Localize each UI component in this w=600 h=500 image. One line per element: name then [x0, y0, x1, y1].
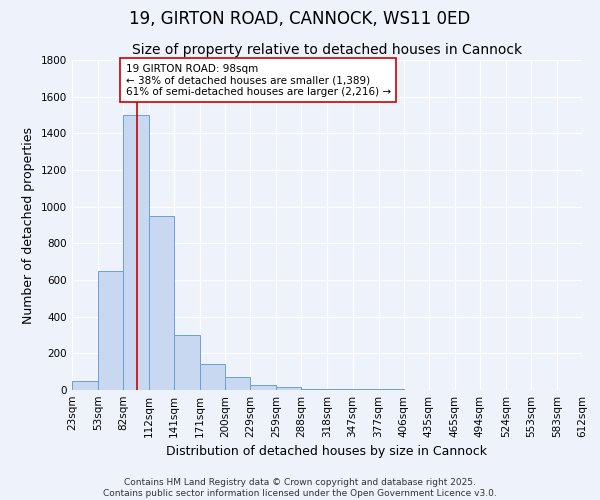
Title: Size of property relative to detached houses in Cannock: Size of property relative to detached ho…	[132, 44, 522, 58]
Bar	[200, 364, 225, 390]
Bar	[98, 271, 123, 390]
Bar	[277, 387, 301, 390]
Bar	[353, 389, 379, 390]
Bar	[174, 335, 200, 390]
Bar	[123, 115, 149, 390]
Bar	[328, 389, 353, 390]
Bar	[379, 389, 404, 390]
Text: 19, GIRTON ROAD, CANNOCK, WS11 0ED: 19, GIRTON ROAD, CANNOCK, WS11 0ED	[130, 10, 470, 28]
Text: Contains HM Land Registry data © Crown copyright and database right 2025.
Contai: Contains HM Land Registry data © Crown c…	[103, 478, 497, 498]
Bar	[149, 216, 174, 390]
Bar	[72, 381, 98, 390]
Y-axis label: Number of detached properties: Number of detached properties	[22, 126, 35, 324]
Bar	[250, 386, 277, 390]
Bar	[301, 389, 328, 390]
Text: 19 GIRTON ROAD: 98sqm
← 38% of detached houses are smaller (1,389)
61% of semi-d: 19 GIRTON ROAD: 98sqm ← 38% of detached …	[125, 64, 391, 97]
Bar	[225, 377, 250, 390]
X-axis label: Distribution of detached houses by size in Cannock: Distribution of detached houses by size …	[167, 446, 487, 458]
